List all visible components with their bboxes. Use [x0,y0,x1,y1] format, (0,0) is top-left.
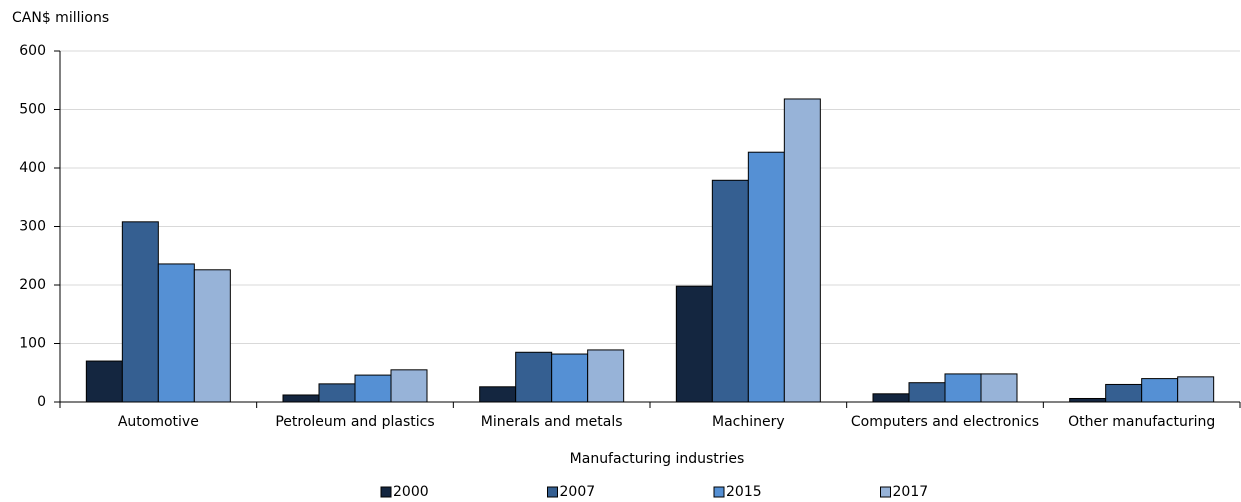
bar [318,383,356,403]
bar [711,179,749,403]
y-tick-label: 400 [19,160,46,176]
bar [944,373,982,403]
bar [551,353,589,403]
bar [354,374,392,403]
y-tick-label: 100 [19,336,46,352]
x-tick-label: Other manufacturing [1068,414,1215,430]
x-tick-label: Machinery [712,414,785,430]
legend-label: 2017 [893,484,929,500]
bar [390,369,428,403]
legend-label: 2015 [726,484,762,500]
bar [1141,378,1179,403]
y-tick-label: 500 [19,102,46,118]
bar [193,269,231,403]
x-axis-title: Manufacturing industries [570,451,745,467]
bar [515,351,553,403]
bar [587,349,625,403]
x-tick-label: Automotive [118,414,199,430]
legend-swatch [713,486,725,498]
bar [675,285,713,403]
legend-swatch [380,486,392,498]
bar [1069,397,1107,403]
bar [1105,383,1143,403]
bar [282,394,320,403]
legend-label: 2000 [393,484,429,500]
legend-label: 2007 [560,484,596,500]
x-tick-label: Computers and electronics [851,414,1039,430]
y-tick-label: 300 [19,219,46,235]
bar [85,360,123,403]
bar [479,386,517,403]
bar [872,393,910,403]
legend-swatch [547,486,558,498]
bar [747,151,785,403]
y-tick-label: 200 [19,277,46,293]
bar [980,373,1018,403]
bar [157,263,195,403]
x-tick-label: Petroleum and plastics [275,414,434,430]
x-tick-label: Minerals and metals [481,414,623,430]
bar [783,98,821,403]
legend-swatch [880,486,891,498]
y-axis-title: CAN$ millions [12,10,109,26]
bar [121,221,159,403]
y-tick-label: 0 [37,394,46,410]
bar [1177,376,1215,403]
y-tick-label: 600 [19,43,46,59]
bar [908,382,946,403]
